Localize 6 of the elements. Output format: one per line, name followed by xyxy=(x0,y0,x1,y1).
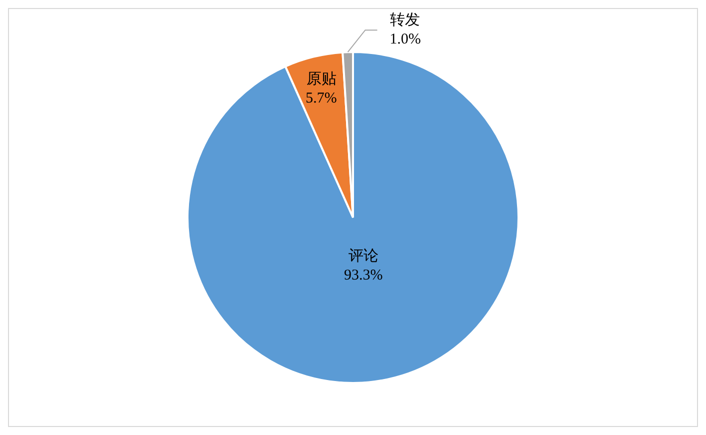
data-label: 93.3% xyxy=(344,267,383,284)
slice-label: 转发 xyxy=(390,12,420,29)
data-label: 5.7% xyxy=(306,90,337,106)
data-label: 1.0% xyxy=(390,32,421,48)
slice-label: 原贴 xyxy=(306,70,336,88)
slice-label: 评论 xyxy=(348,247,378,264)
